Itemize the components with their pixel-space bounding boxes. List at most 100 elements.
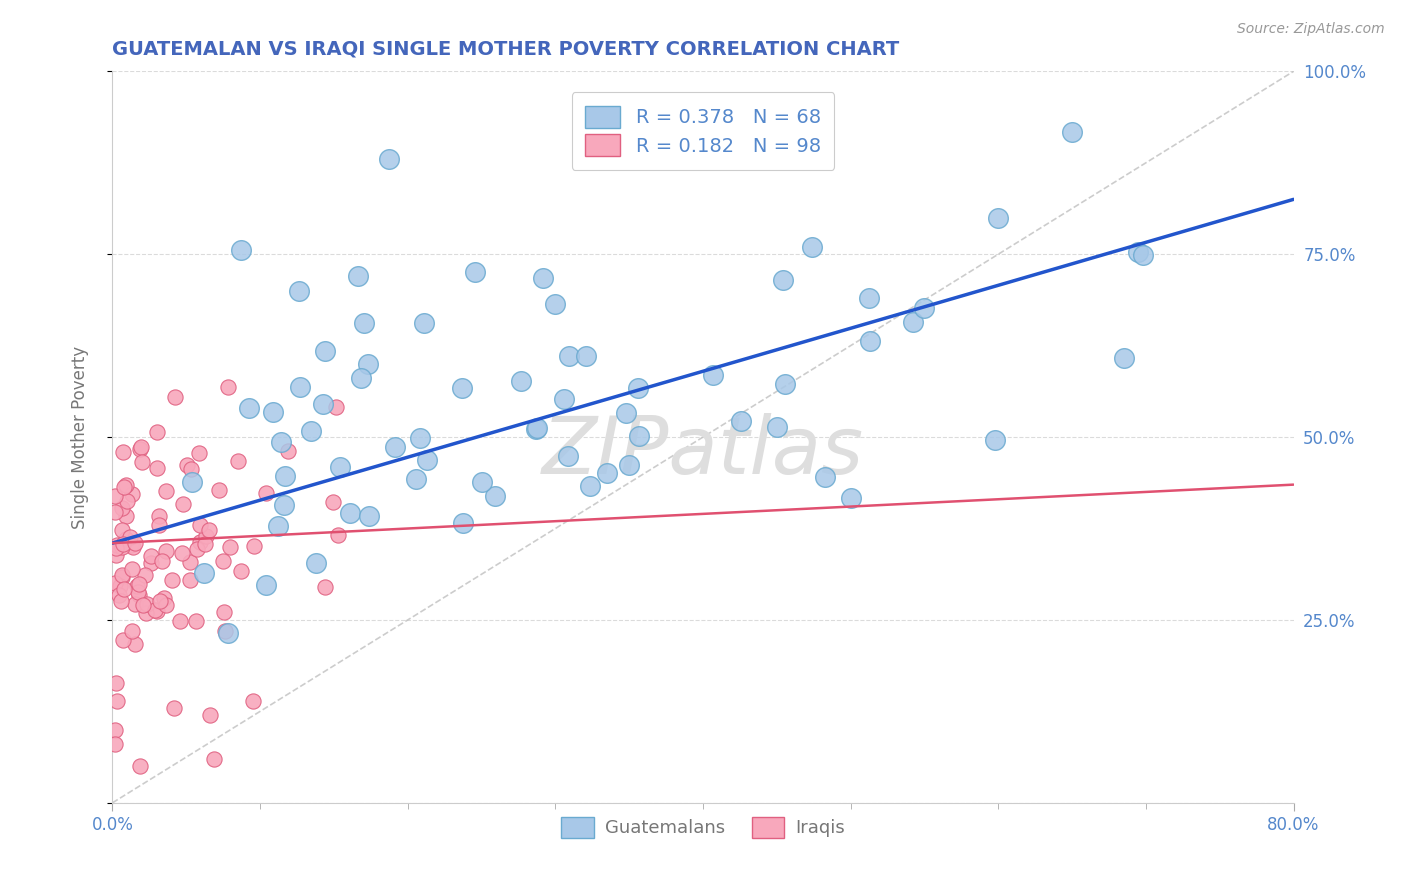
Text: Source: ZipAtlas.com: Source: ZipAtlas.com xyxy=(1237,22,1385,37)
Point xyxy=(129,759,152,773)
Point xyxy=(766,420,789,434)
Point xyxy=(484,489,506,503)
Point xyxy=(575,349,598,363)
Point xyxy=(121,486,143,500)
Point xyxy=(176,458,198,473)
Point xyxy=(405,472,427,486)
Point xyxy=(124,597,146,611)
Point xyxy=(558,349,581,363)
Point xyxy=(212,554,235,568)
Point xyxy=(1132,248,1154,262)
Point xyxy=(146,425,169,439)
Point xyxy=(184,614,207,628)
Point xyxy=(858,291,880,305)
Point xyxy=(128,588,150,602)
Point xyxy=(104,489,127,503)
Point xyxy=(801,240,824,254)
Point xyxy=(115,494,138,508)
Point xyxy=(288,284,311,298)
Point xyxy=(139,557,162,571)
Point xyxy=(155,483,177,498)
Point xyxy=(105,538,128,552)
Point xyxy=(188,518,211,533)
Point xyxy=(231,244,253,258)
Point xyxy=(172,497,194,511)
Point xyxy=(180,462,202,476)
Point xyxy=(377,152,399,166)
Point xyxy=(111,523,134,537)
Point xyxy=(188,534,211,549)
Point xyxy=(254,578,277,592)
Point xyxy=(627,380,650,394)
Point xyxy=(111,568,134,582)
Point xyxy=(111,570,134,584)
Point xyxy=(131,455,153,469)
Point xyxy=(163,700,186,714)
Y-axis label: Single Mother Poverty: Single Mother Poverty xyxy=(70,345,89,529)
Point xyxy=(198,523,221,537)
Point xyxy=(290,380,312,394)
Point xyxy=(544,297,567,311)
Point xyxy=(470,475,494,489)
Point xyxy=(464,265,486,279)
Point xyxy=(115,532,138,546)
Point xyxy=(124,637,146,651)
Point xyxy=(112,480,135,494)
Point xyxy=(314,580,336,594)
Point xyxy=(274,469,297,483)
Point xyxy=(125,579,148,593)
Point xyxy=(104,541,127,555)
Point xyxy=(214,624,236,639)
Point xyxy=(111,536,134,550)
Point xyxy=(208,483,231,498)
Point xyxy=(243,540,266,554)
Point xyxy=(730,414,752,428)
Point xyxy=(346,269,368,284)
Point xyxy=(179,573,201,587)
Point xyxy=(124,535,146,549)
Legend: Guatemalans, Iraqis: Guatemalans, Iraqis xyxy=(554,810,852,845)
Point xyxy=(115,477,138,491)
Point xyxy=(509,374,531,388)
Point xyxy=(112,582,135,597)
Point xyxy=(111,540,134,554)
Point xyxy=(217,626,239,640)
Point xyxy=(150,554,173,568)
Point xyxy=(186,542,208,557)
Point xyxy=(108,579,131,593)
Point xyxy=(339,506,361,520)
Point xyxy=(314,343,336,358)
Point xyxy=(104,548,127,562)
Point xyxy=(179,555,201,569)
Point xyxy=(384,440,406,454)
Point xyxy=(322,495,344,509)
Point xyxy=(181,475,204,490)
Point xyxy=(148,508,170,523)
Point xyxy=(104,676,127,690)
Point xyxy=(149,594,172,608)
Point xyxy=(262,405,284,419)
Point xyxy=(153,591,176,605)
Point xyxy=(1062,124,1084,138)
Point xyxy=(155,544,177,558)
Point xyxy=(111,501,134,516)
Point xyxy=(136,597,159,611)
Point xyxy=(987,211,1010,226)
Point xyxy=(526,421,548,435)
Point xyxy=(160,573,183,587)
Point xyxy=(242,693,264,707)
Point xyxy=(146,461,169,475)
Point xyxy=(270,434,292,449)
Point xyxy=(619,458,641,473)
Point xyxy=(198,708,221,723)
Point xyxy=(814,470,837,484)
Point xyxy=(121,562,143,576)
Point xyxy=(553,392,575,406)
Point xyxy=(579,478,602,492)
Point xyxy=(105,694,128,708)
Point xyxy=(121,624,143,639)
Point xyxy=(408,431,430,445)
Point xyxy=(305,556,328,570)
Point xyxy=(596,466,619,480)
Point xyxy=(165,390,187,404)
